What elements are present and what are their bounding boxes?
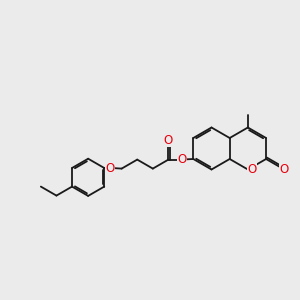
Text: O: O (177, 153, 187, 166)
Text: O: O (279, 163, 288, 176)
Text: O: O (247, 163, 256, 176)
Text: O: O (106, 161, 115, 175)
Text: O: O (164, 134, 173, 147)
